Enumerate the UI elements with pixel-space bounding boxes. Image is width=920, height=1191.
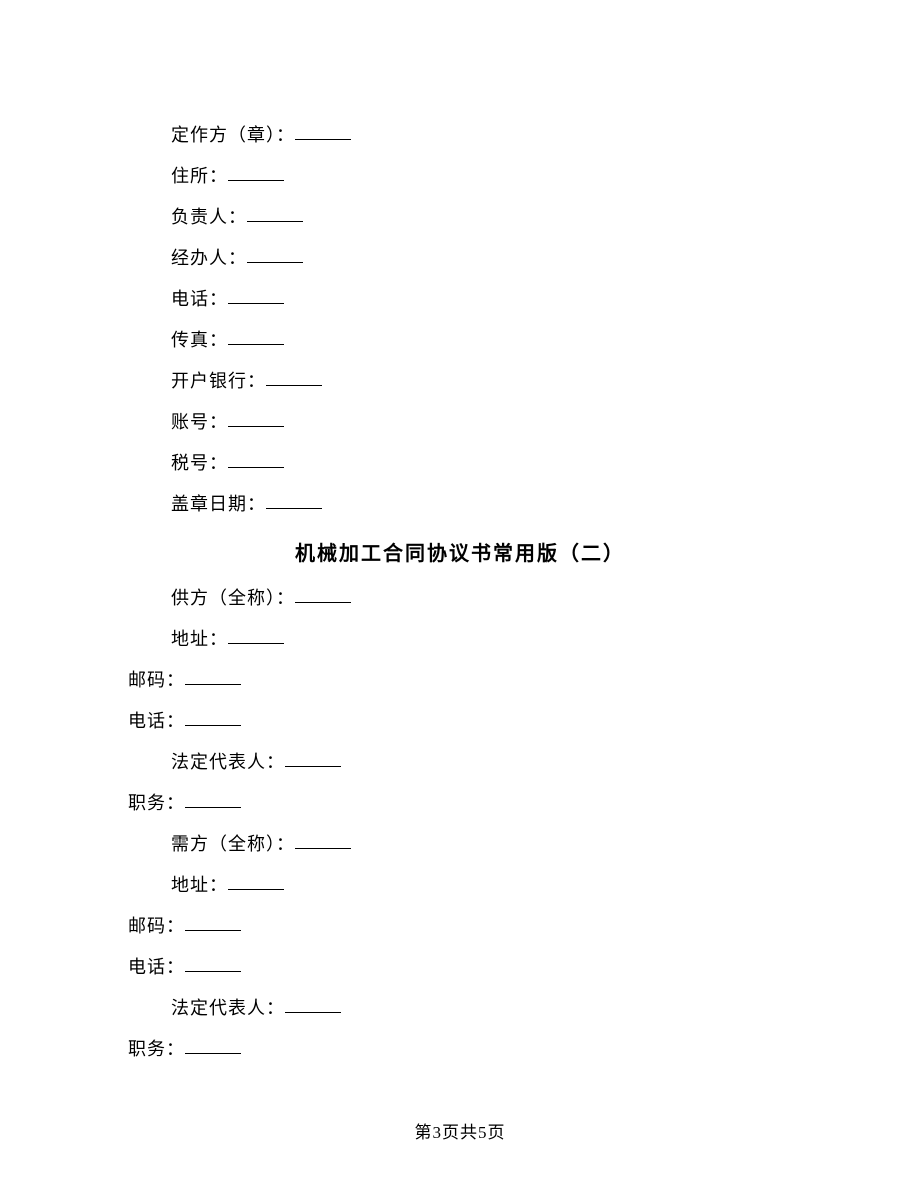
field-label: 住所： bbox=[171, 166, 228, 186]
field-label: 经办人： bbox=[171, 248, 247, 268]
field-label: 法定代表人： bbox=[171, 998, 285, 1018]
blank-field bbox=[247, 245, 303, 263]
field-line: 职务： bbox=[128, 1029, 792, 1070]
field-line: 邮码： bbox=[128, 660, 792, 701]
blank-field bbox=[266, 491, 322, 509]
field-label: 邮码： bbox=[128, 670, 185, 690]
field-line: 法定代表人： bbox=[128, 742, 792, 783]
blank-field bbox=[228, 626, 284, 644]
field-label: 传真： bbox=[171, 330, 228, 350]
field-line: 住所： bbox=[128, 156, 792, 197]
field-line: 电话： bbox=[128, 279, 792, 320]
blank-field bbox=[228, 286, 284, 304]
field-line: 地址： bbox=[128, 865, 792, 906]
blank-field bbox=[228, 450, 284, 468]
field-label: 开户银行： bbox=[171, 371, 266, 391]
blank-field bbox=[185, 708, 241, 726]
field-label: 盖章日期： bbox=[171, 494, 266, 514]
field-line: 法定代表人： bbox=[128, 988, 792, 1029]
field-label: 地址： bbox=[171, 875, 228, 895]
field-line: 供方（全称）： bbox=[128, 578, 792, 619]
field-label: 定作方（章）： bbox=[171, 125, 295, 145]
blank-field bbox=[185, 1036, 241, 1054]
field-line: 职务： bbox=[128, 783, 792, 824]
field-label: 职务： bbox=[128, 793, 185, 813]
blank-field bbox=[228, 327, 284, 345]
field-label: 地址： bbox=[171, 629, 228, 649]
blank-field bbox=[228, 872, 284, 890]
blank-field bbox=[185, 954, 241, 972]
field-line: 地址： bbox=[128, 619, 792, 660]
field-label: 电话： bbox=[171, 289, 228, 309]
blank-field bbox=[295, 585, 351, 603]
field-line: 需方（全称）： bbox=[128, 824, 792, 865]
page-footer: 第3页共5页 bbox=[0, 1118, 920, 1143]
blank-field bbox=[185, 913, 241, 931]
field-label: 邮码： bbox=[128, 916, 185, 936]
blank-field bbox=[228, 409, 284, 427]
section-two: 供方（全称）： 地址： 邮码： 电话： 法定代表人： 职务： 需方（全称）： 地… bbox=[128, 578, 792, 1070]
field-line: 定作方（章）： bbox=[128, 115, 792, 156]
field-label: 税号： bbox=[171, 453, 228, 473]
field-line: 电话： bbox=[128, 947, 792, 988]
blank-field bbox=[228, 163, 284, 181]
field-label: 账号： bbox=[171, 412, 228, 432]
field-line: 税号： bbox=[128, 443, 792, 484]
page-content: 定作方（章）： 住所： 负责人： 经办人： 电话： 传真： 开户银行： 账号： … bbox=[0, 0, 920, 1070]
field-label: 供方（全称）： bbox=[171, 588, 295, 608]
field-line: 盖章日期： bbox=[128, 484, 792, 525]
field-label: 需方（全称）： bbox=[171, 834, 295, 854]
field-line: 负责人： bbox=[128, 197, 792, 238]
field-line: 传真： bbox=[128, 320, 792, 361]
field-line: 账号： bbox=[128, 402, 792, 443]
blank-field bbox=[247, 204, 303, 222]
section-one: 定作方（章）： 住所： 负责人： 经办人： 电话： 传真： 开户银行： 账号： … bbox=[128, 115, 792, 525]
blank-field bbox=[185, 667, 241, 685]
field-label: 法定代表人： bbox=[171, 752, 285, 772]
field-line: 开户银行： bbox=[128, 361, 792, 402]
field-label: 电话： bbox=[128, 711, 185, 731]
blank-field bbox=[295, 831, 351, 849]
field-label: 电话： bbox=[128, 957, 185, 977]
blank-field bbox=[185, 790, 241, 808]
field-label: 负责人： bbox=[171, 207, 247, 227]
blank-field bbox=[285, 749, 341, 767]
blank-field bbox=[285, 995, 341, 1013]
section-heading: 机械加工合同协议书常用版（二） bbox=[128, 537, 792, 566]
blank-field bbox=[266, 368, 322, 386]
field-label: 职务： bbox=[128, 1039, 185, 1059]
field-line: 邮码： bbox=[128, 906, 792, 947]
blank-field bbox=[295, 122, 351, 140]
field-line: 电话： bbox=[128, 701, 792, 742]
field-line: 经办人： bbox=[128, 238, 792, 279]
